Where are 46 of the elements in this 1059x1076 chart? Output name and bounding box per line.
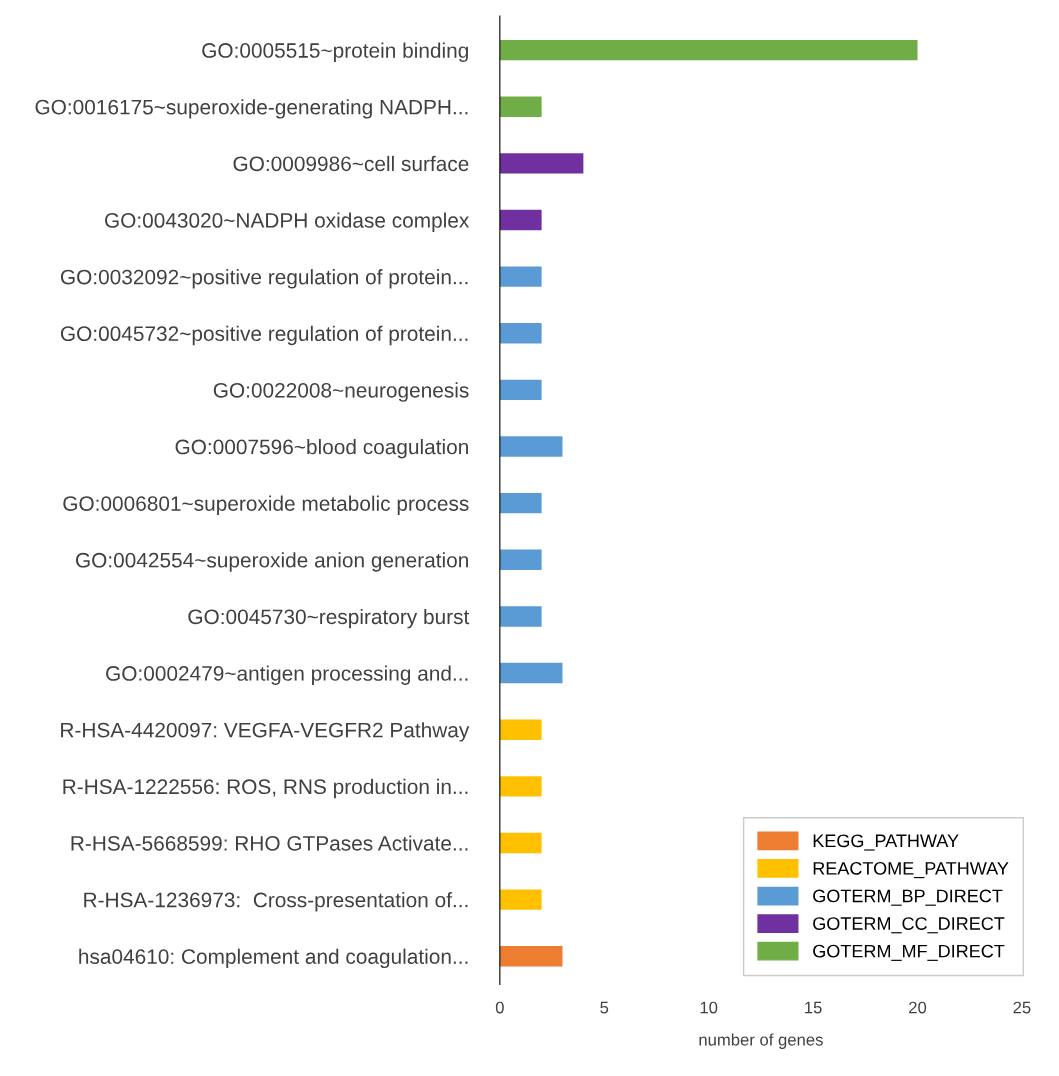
legend-label: REACTOME_PATHWAY (813, 861, 1009, 879)
bar (499, 39, 918, 61)
x-tick-label: 20 (909, 1001, 927, 1014)
y-tick-label: R-HSA-4420097: VEGFA-VEGFR2 Pathway (61, 722, 470, 742)
y-tick-label: R-HSA-1222556: ROS, RNS production in... (63, 778, 468, 799)
x-tick-label: 10 (700, 1001, 718, 1014)
bar (499, 776, 542, 797)
y-tick-label: R-HSA-5668599: RHO GTPases Activate... (71, 835, 468, 851)
x-tick-label: 0 (495, 1001, 504, 1014)
bar (499, 323, 542, 344)
y-tick-label: GO:0016175~superoxide-generating NADPH... (35, 99, 468, 119)
bar (499, 492, 542, 514)
bar (499, 153, 584, 174)
y-tick-label: GO:0007596~blood coagulation (175, 438, 468, 459)
bar (499, 946, 563, 967)
bar (499, 549, 542, 570)
y-tick-label: GO:0043020~NADPH oxidase complex (105, 212, 470, 232)
legend-label: KEGG_PATHWAY (813, 834, 959, 851)
bar (499, 436, 563, 457)
bar (499, 606, 542, 627)
bar (499, 719, 542, 740)
y-tick-label: GO:0022008~neurogenesis (213, 382, 469, 402)
y-tick-label: GO:0045730~respiratory burst (188, 608, 470, 629)
y-tick-label: GO:0032092~positive regulation of protein... (60, 269, 468, 289)
bar (499, 379, 542, 401)
bar (499, 832, 542, 854)
y-tick-label: GO:0006801~superoxide metabolic process (63, 495, 469, 516)
y-tick-label: hsa04610: Complement and coagulation... (79, 948, 468, 969)
legend-label: GOTERM_BP_DIRECT (813, 889, 1003, 906)
bar (499, 889, 542, 910)
bar (499, 96, 542, 117)
x-tick-label: 25 (1013, 1001, 1031, 1014)
legend-label: GOTERM_CC_DIRECT (813, 917, 1005, 934)
x-tick-label: 5 (600, 1001, 609, 1014)
y-tick-label: GO:0045732~positive regulation of protein... (60, 325, 468, 346)
x-tick-label: 15 (805, 1001, 822, 1014)
bar (499, 209, 542, 231)
y-tick-label: GO:0005515~protein binding (202, 42, 468, 62)
y-tick-label: GO:0042554~superoxide anion generation (75, 552, 468, 572)
y-tick-label: GO:0009986~cell surface (233, 155, 469, 172)
bar (499, 662, 563, 684)
x-axis-title: number of genes (699, 1033, 823, 1049)
legend-label: GOTERM_MF_DIRECT (813, 944, 1005, 961)
bar (499, 266, 542, 287)
y-tick-label: R-HSA-1236973: Cross-presentation of... (84, 892, 468, 912)
y-tick-label: GO:0002479~antigen processing and... (106, 665, 468, 685)
